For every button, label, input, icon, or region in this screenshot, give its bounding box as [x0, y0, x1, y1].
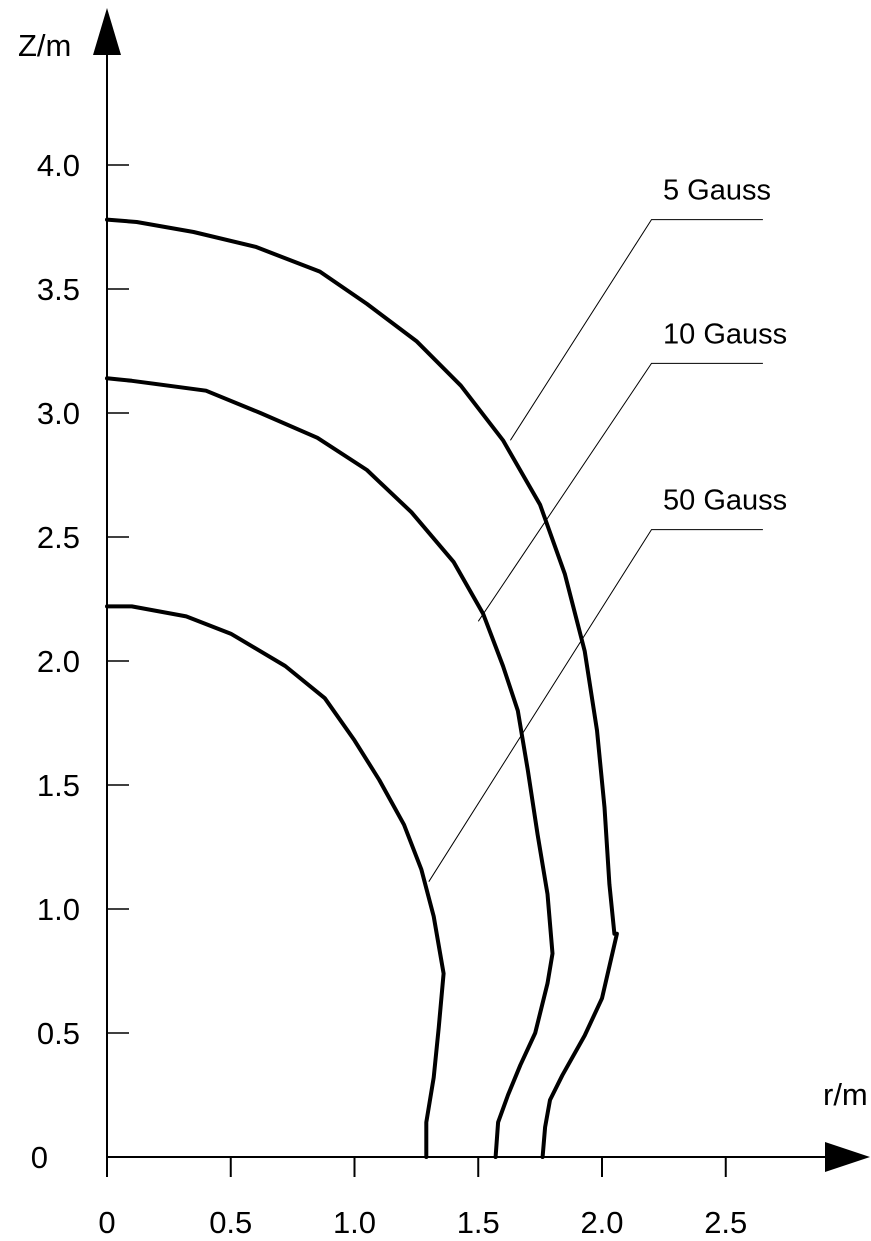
y-tick-label: 4.0 — [37, 148, 80, 183]
x-axis-arrow — [825, 1142, 870, 1172]
x-tick-label: 2.5 — [704, 1205, 747, 1240]
x-tick-label: 0.5 — [209, 1205, 252, 1240]
x-tick-label: 1.5 — [457, 1205, 500, 1240]
leader-line-2 — [477, 362, 763, 622]
y-tick-label: 1.5 — [37, 768, 80, 803]
x-tick-label: 0 — [98, 1205, 115, 1240]
y-tick-label: 2.0 — [37, 644, 80, 679]
series-label-1: 5 Gauss — [663, 175, 771, 207]
series-layer — [105, 217, 619, 1159]
y-tick-label: 3.5 — [37, 272, 80, 307]
x-ticks: 0 0.5 1.0 1.5 2.0 2.5 — [98, 1157, 747, 1240]
series-label-2: 10 Gauss — [663, 318, 787, 350]
contour-line-3 — [105, 604, 446, 1159]
y-axis-title: Z/m — [18, 28, 71, 63]
y-tick-label: 3.0 — [37, 396, 80, 431]
y-tick-label: 2.5 — [37, 520, 80, 555]
y-tick-label: 0.5 — [37, 1016, 80, 1051]
series-label-3: 50 Gauss — [663, 485, 787, 517]
x-axis-title: r/m — [823, 1077, 868, 1112]
y-tick-label: 1.0 — [37, 892, 80, 927]
contour-line-1 — [105, 217, 619, 1159]
y-ticks: 0 0.5 1.0 1.5 2.0 2.5 3.0 3.5 4.0 — [31, 148, 129, 1175]
x-tick-label: 2.0 — [580, 1205, 623, 1240]
label-layer: 5 Gauss 10 Gauss 50 Gauss — [428, 175, 787, 882]
y-axis-arrow — [93, 8, 121, 55]
leader-line-1 — [509, 219, 763, 441]
x-tick-label: 1.0 — [333, 1205, 376, 1240]
contour-line-2 — [105, 376, 555, 1159]
leader-line-3 — [428, 529, 763, 882]
y-tick-label: 0 — [31, 1140, 48, 1175]
